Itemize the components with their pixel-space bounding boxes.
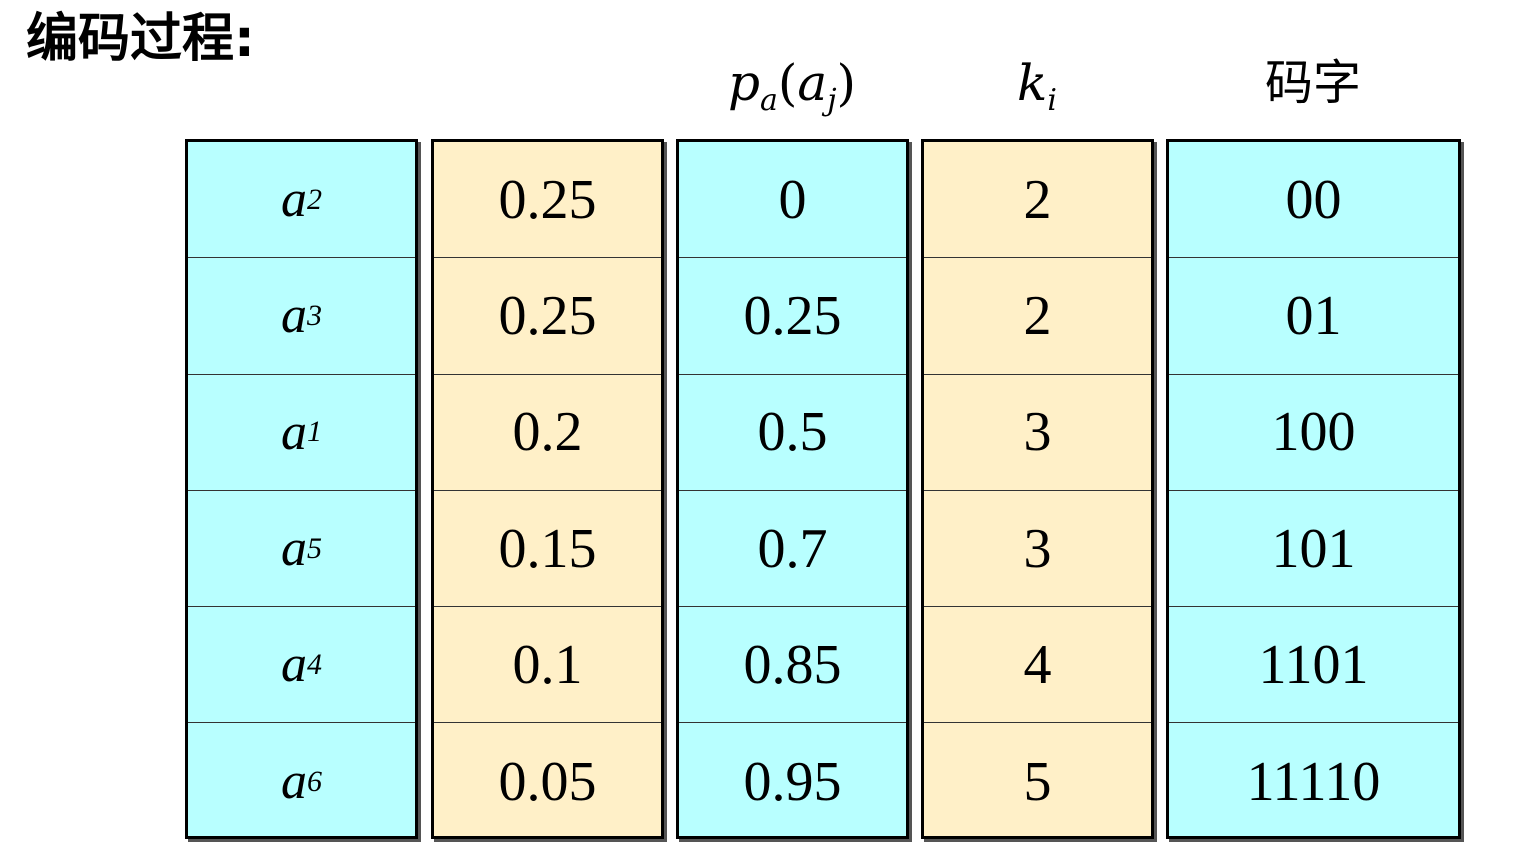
codeword-cell: 100 <box>1169 375 1458 491</box>
symbol-letter: a <box>281 403 307 461</box>
header-cum-base-sub: a <box>759 83 778 118</box>
length-cell: 5 <box>1023 750 1052 813</box>
header-cumulative-probability: pa(aj) <box>727 54 857 118</box>
codeword-cell: 01 <box>1169 258 1458 375</box>
probability-cell: 0.15 <box>434 491 661 608</box>
header-cum-arg: a <box>797 54 828 112</box>
length-cell: 2 <box>924 258 1151 375</box>
symbol-index: 2 <box>307 182 322 216</box>
header-cum-base: p <box>727 54 760 112</box>
probability-cell: 0.05 <box>498 750 597 813</box>
length-cell: 4 <box>924 607 1151 724</box>
length-cell: 3 <box>924 375 1151 491</box>
cumulative-cell: 0.95 <box>743 750 842 813</box>
symbol-letter: a <box>281 520 307 578</box>
symbol-index: 3 <box>307 298 322 332</box>
header-code-length: ki <box>921 48 1153 118</box>
probability-cell: 0.25 <box>434 258 661 375</box>
probability-cell: 0.1 <box>434 607 661 724</box>
probability-column: 0.25 0.25 0.2 0.15 0.1 0.05 <box>431 139 664 839</box>
symbol-index: 5 <box>307 531 322 565</box>
symbol-index: 4 <box>307 647 322 681</box>
probability-cell: 0.2 <box>434 375 661 491</box>
cumulative-cell: 0.85 <box>679 607 906 724</box>
symbol-index: 1 <box>307 415 322 449</box>
header-codeword: 码字 <box>1264 55 1361 111</box>
page-title: 编码过程: <box>26 9 255 69</box>
probability-cell: 0.25 <box>434 142 661 259</box>
header-cum-arg-sub: j <box>827 83 837 118</box>
codeword-cell: 11110 <box>1246 750 1381 813</box>
cumulative-cell: 0.7 <box>679 491 906 608</box>
cumulative-cell: 0.25 <box>679 258 906 375</box>
symbol-index: 6 <box>307 764 322 798</box>
cumulative-cell: 0 <box>679 142 906 259</box>
symbol-letter: a <box>281 287 307 345</box>
codeword-column: 00 01 100 101 1101 11110 <box>1166 139 1461 839</box>
header-k-base: k <box>1017 54 1048 112</box>
cumulative-column: 0 0.25 0.5 0.7 0.85 0.95 <box>676 139 909 839</box>
codeword-cell: 1101 <box>1169 607 1458 724</box>
length-cell: 2 <box>924 142 1151 259</box>
header-k-sub: i <box>1047 83 1057 118</box>
codeword-cell: 101 <box>1169 491 1458 608</box>
length-cell: 3 <box>924 491 1151 608</box>
symbol-letter: a <box>281 753 307 811</box>
cumulative-cell: 0.5 <box>679 375 906 491</box>
codeword-cell: 00 <box>1169 142 1458 259</box>
symbol-letter: a <box>281 636 307 694</box>
symbol-letter: a <box>281 171 307 229</box>
